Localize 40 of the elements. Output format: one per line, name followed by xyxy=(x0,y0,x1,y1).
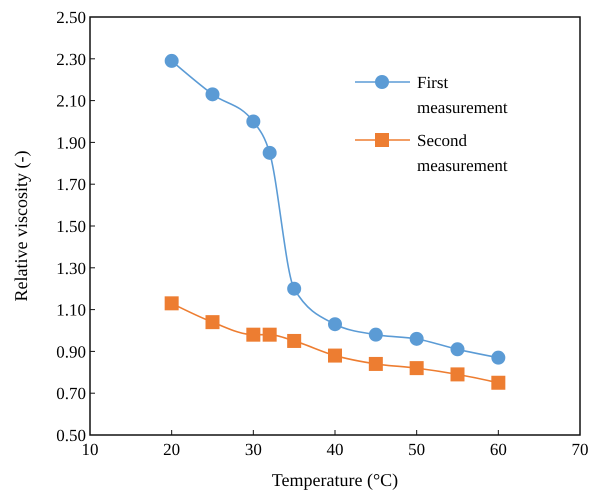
point xyxy=(450,367,464,382)
point xyxy=(262,146,277,160)
point xyxy=(368,328,383,342)
point xyxy=(287,334,302,348)
x-tick-label: 60 xyxy=(490,440,507,459)
legend-label: Second measurement xyxy=(417,131,508,175)
point xyxy=(328,317,342,332)
y-tick-label: 1.10 xyxy=(56,300,86,320)
point xyxy=(287,282,302,296)
point xyxy=(410,332,424,346)
point xyxy=(262,328,277,342)
point xyxy=(246,328,260,342)
y-tick-label: 1.90 xyxy=(56,133,86,152)
point xyxy=(164,54,179,68)
point xyxy=(164,296,179,310)
point xyxy=(368,356,383,371)
legend-label: First measurement xyxy=(417,73,508,117)
point xyxy=(410,361,424,376)
x-tick-label: 70 xyxy=(572,440,588,459)
point xyxy=(491,376,506,390)
x-tick-label: 50 xyxy=(408,440,426,459)
y-tick-label: 1.30 xyxy=(56,258,86,278)
point xyxy=(491,350,506,365)
point xyxy=(206,87,220,102)
y-axis-title: Relative viscosity (-) xyxy=(11,150,31,302)
y-tick-label: 1.70 xyxy=(56,175,86,194)
y-tick-label: 2.50 xyxy=(56,8,86,27)
x-tick-label: 20 xyxy=(163,440,180,459)
y-tick-label: 2.30 xyxy=(56,50,86,69)
point xyxy=(246,114,260,128)
y-tick-label: 2.10 xyxy=(56,92,86,111)
point xyxy=(206,315,220,330)
x-tick-label: 30 xyxy=(244,440,262,459)
point xyxy=(328,348,342,363)
point xyxy=(450,342,464,356)
y-tick-label: 0.70 xyxy=(56,384,86,404)
y-tick-label: 0.90 xyxy=(56,342,86,362)
x-tick-label: 40 xyxy=(326,440,344,459)
x-axis-title: Temperature (°C) xyxy=(272,470,398,490)
y-tick-label: 1.50 xyxy=(56,217,86,236)
